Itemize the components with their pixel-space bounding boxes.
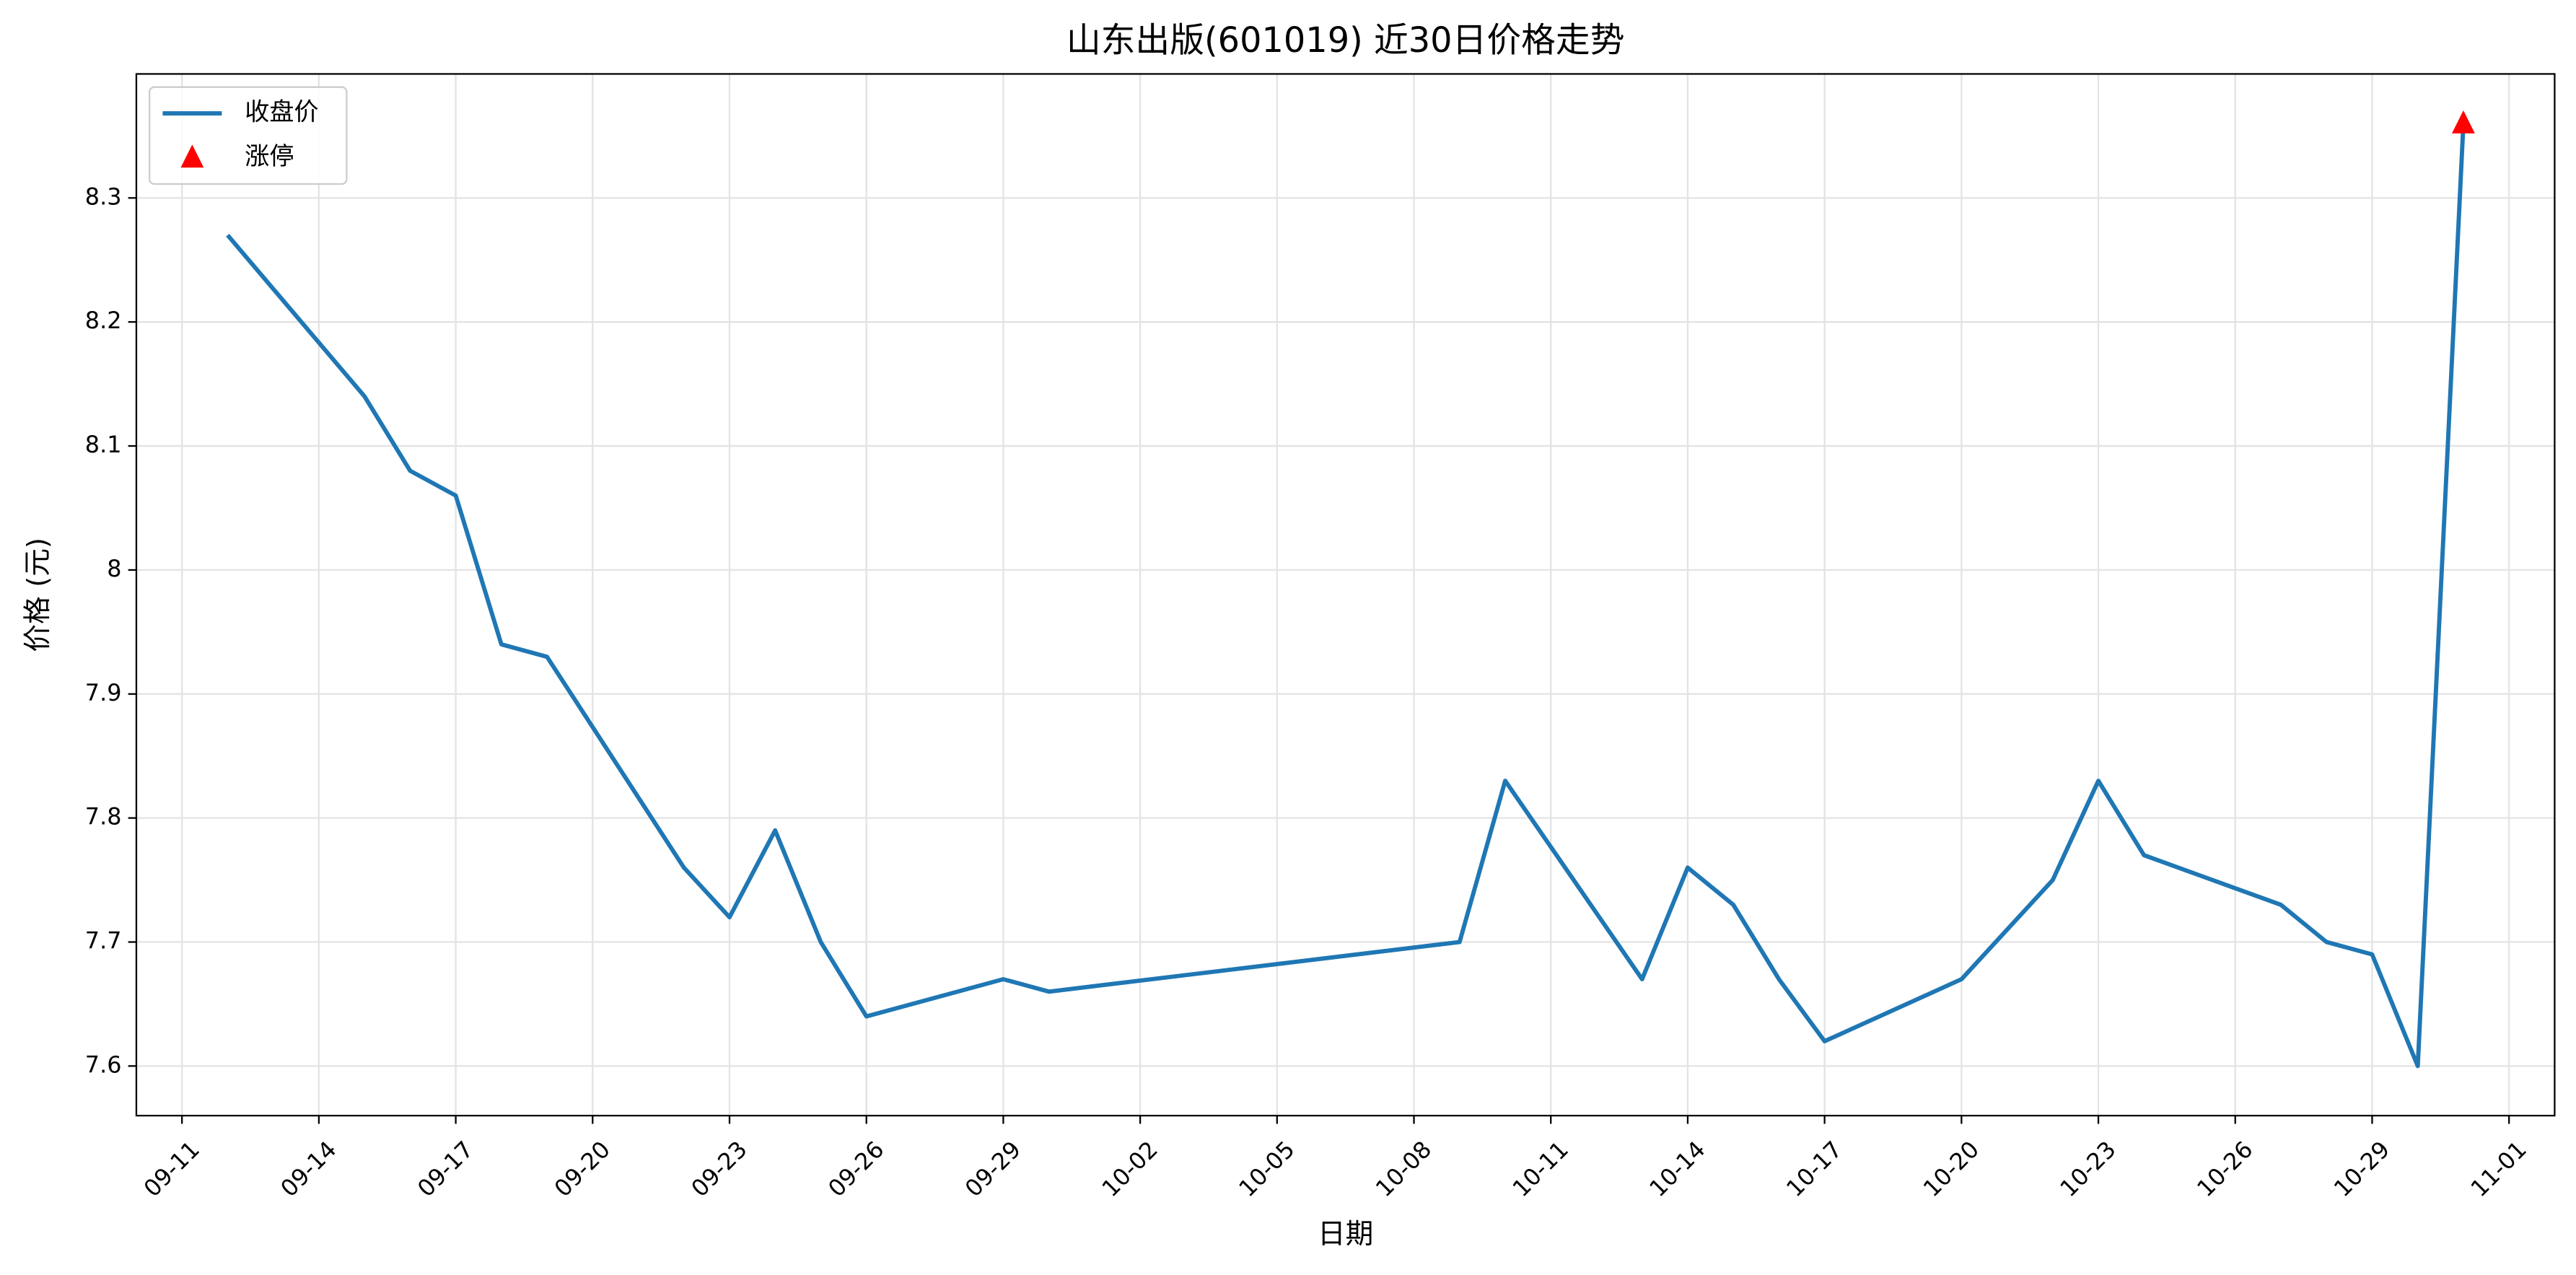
plot-frame [135, 73, 2556, 1117]
y-axis-label: 价格 (元) [22, 538, 54, 652]
y-tick-label: 8.2 [85, 307, 122, 334]
chart-title: 山东出版(601019) 近30日价格走势 [1066, 21, 1625, 61]
y-tick-label: 8.1 [85, 431, 122, 458]
y-tick-label: 7.6 [85, 1051, 122, 1078]
x-axis-label: 日期 [1318, 1218, 1373, 1250]
limit-up-marker [2451, 110, 2475, 133]
legend-swatch [180, 144, 204, 168]
legend-label: 收盘价 [245, 98, 318, 127]
price-line [226, 123, 2466, 1069]
y-tick-label: 7.7 [85, 927, 122, 955]
y-tick-label: 8 [107, 555, 121, 582]
legend-label: 涨停 [245, 142, 294, 171]
y-tick-label: 8.3 [85, 183, 122, 210]
y-tick-label: 7.9 [85, 679, 122, 706]
y-tick-label: 7.8 [85, 803, 122, 831]
